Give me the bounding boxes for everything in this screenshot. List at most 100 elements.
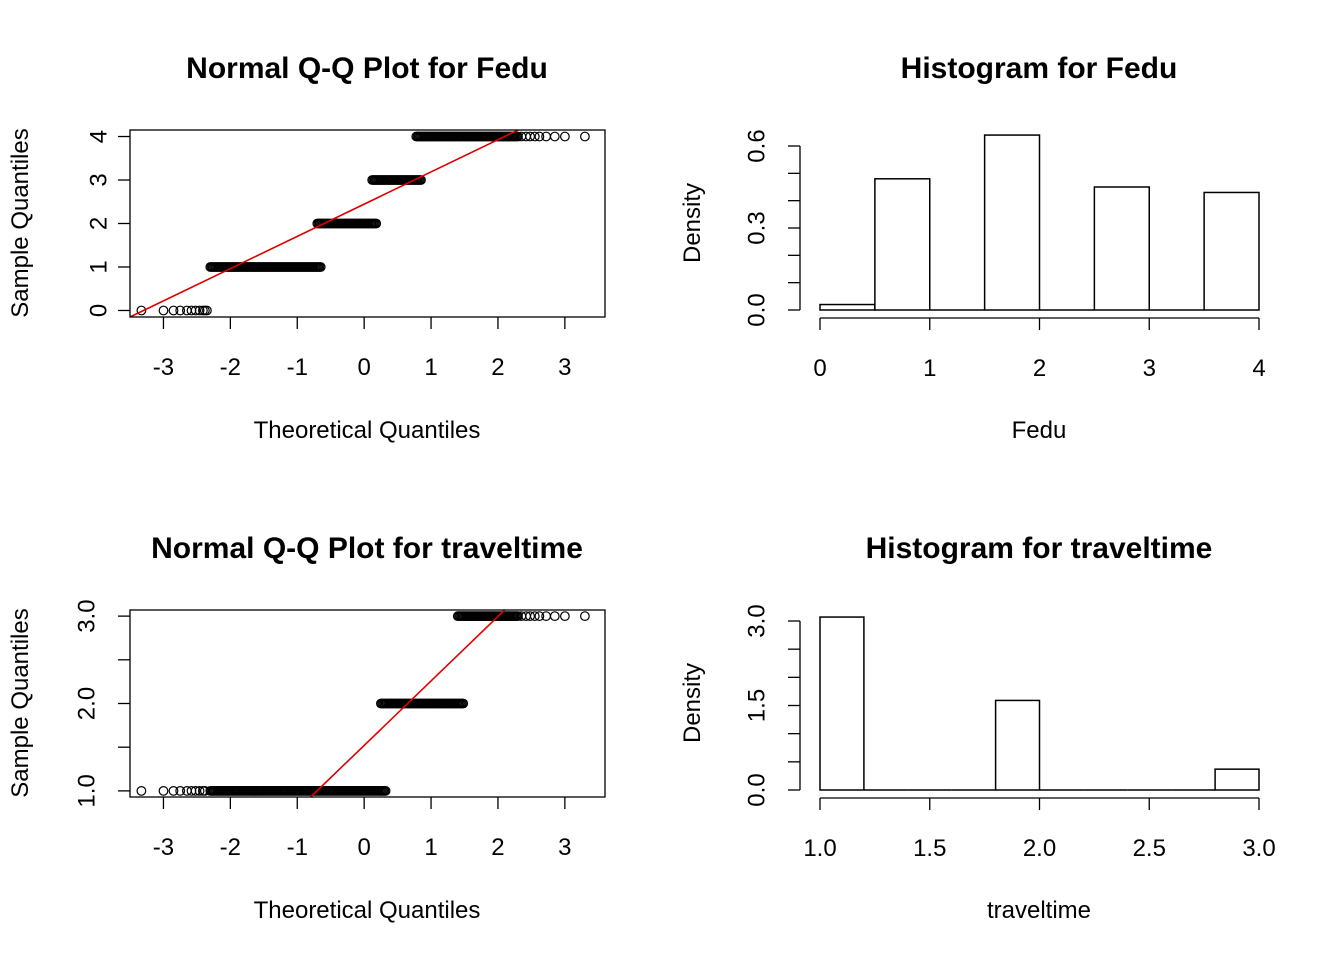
x-axis-label: Theoretical Quantiles bbox=[254, 897, 481, 924]
qq-point bbox=[525, 611, 535, 621]
y-tick-label: 0.0 bbox=[743, 293, 770, 326]
histogram-bar bbox=[1093, 186, 1150, 311]
qq-point bbox=[175, 786, 186, 796]
qq-point bbox=[580, 131, 590, 142]
y-tick-label: 2 bbox=[85, 217, 112, 230]
qq-point bbox=[580, 611, 590, 621]
qq-point bbox=[534, 611, 545, 621]
x-tick-label: 0 bbox=[357, 354, 370, 381]
qq-point bbox=[525, 131, 535, 142]
x-tick-label: -2 bbox=[220, 354, 241, 381]
x-tick-label: 3.0 bbox=[1242, 835, 1275, 862]
y-tick-label: 1.5 bbox=[743, 689, 770, 722]
qq-point bbox=[534, 131, 545, 142]
qq-point bbox=[199, 305, 210, 316]
y-axis-label: Sample Quantiles bbox=[7, 128, 34, 317]
histogram-traveltime: Histogram for traveltime traveltime Dens… bbox=[679, 532, 1276, 924]
x-tick-label: 3 bbox=[558, 834, 571, 861]
x-tick-label: 2 bbox=[491, 834, 504, 861]
y-tick-label: 2.0 bbox=[73, 687, 100, 720]
qq-reference-line bbox=[310, 609, 506, 798]
x-tick-label: -3 bbox=[153, 834, 174, 861]
qq-point bbox=[168, 786, 179, 796]
y-tick-label: 1.0 bbox=[73, 774, 100, 807]
x-tick-label: 2.0 bbox=[1023, 835, 1056, 862]
histogram-bar bbox=[819, 303, 876, 311]
qq-point bbox=[549, 131, 560, 142]
qq-point bbox=[190, 786, 201, 796]
x-tick-label: 1.5 bbox=[913, 835, 946, 862]
x-tick-label: -1 bbox=[287, 834, 308, 861]
x-axis-label: Theoretical Quantiles bbox=[254, 417, 481, 444]
qq-point bbox=[158, 305, 169, 316]
qq-point bbox=[136, 305, 147, 316]
x-tick-label: 1 bbox=[923, 355, 936, 382]
x-tick-label: 3 bbox=[1143, 355, 1156, 382]
y-tick-label: 3 bbox=[85, 173, 112, 186]
y-tick-label: 3.0 bbox=[73, 599, 100, 632]
x-tick-label: -2 bbox=[220, 834, 241, 861]
x-tick-label: 0 bbox=[813, 355, 826, 382]
qq-point bbox=[175, 305, 186, 316]
histogram-bar bbox=[874, 178, 931, 311]
qq-reference-line bbox=[129, 129, 519, 318]
histogram-fedu: Histogram for Fedu Fedu Density 0 1 2 3 4 0.0… bbox=[679, 52, 1266, 444]
y-tick-label: 0.0 bbox=[743, 773, 770, 806]
x-axis-label: traveltime bbox=[987, 897, 1091, 924]
x-tick-label: -1 bbox=[287, 354, 308, 381]
x-tick-label: 1.0 bbox=[803, 835, 836, 862]
qq-point bbox=[416, 175, 426, 185]
histogram-bar bbox=[994, 699, 1041, 791]
panel-title: Normal Q-Q Plot for traveltime bbox=[151, 532, 583, 565]
x-tick-label: 0 bbox=[357, 834, 370, 861]
plot-marks: 0 1 2 3 4 0.0 0.3 0.6 bbox=[743, 129, 1265, 382]
qq-plot-traveltime: Normal Q-Q Plot for traveltime Theoretic… bbox=[7, 532, 606, 924]
qq-point bbox=[560, 611, 570, 621]
plot-marks: -3 -2 -1 0 1 2 3 1.0 2.0 3.0 bbox=[73, 599, 606, 861]
qq-point bbox=[168, 305, 179, 316]
x-tick-label: 1 bbox=[424, 834, 437, 861]
qq-point bbox=[371, 218, 382, 229]
qq-point bbox=[529, 611, 540, 621]
panel-title: Normal Q-Q Plot for Fedu bbox=[186, 52, 548, 85]
qq-point bbox=[194, 786, 205, 796]
x-axis-label: Fedu bbox=[1012, 417, 1067, 444]
y-axis-label: Density bbox=[679, 183, 706, 263]
histogram-bar bbox=[1203, 191, 1260, 311]
x-tick-label: 2.5 bbox=[1133, 835, 1166, 862]
y-tick-label: 0.6 bbox=[743, 129, 770, 162]
y-axis-label: Density bbox=[679, 663, 706, 743]
panel-title: Histogram for Fedu bbox=[901, 52, 1178, 85]
qq-point bbox=[549, 611, 560, 621]
qq-point bbox=[458, 698, 469, 709]
y-tick-label: 3.0 bbox=[743, 604, 770, 637]
y-tick-label: 0 bbox=[85, 304, 112, 317]
qq-point bbox=[136, 786, 147, 796]
qq-points bbox=[136, 131, 590, 316]
qq-point bbox=[190, 305, 201, 316]
y-tick-label: 1 bbox=[85, 260, 112, 273]
x-tick-label: 1 bbox=[424, 354, 437, 381]
panel-title: Histogram for traveltime bbox=[866, 532, 1213, 565]
x-tick-label: -3 bbox=[153, 354, 174, 381]
plot-marks: 1.0 1.5 2.0 2.5 3.0 0.0 1.5 3.0 bbox=[743, 604, 1275, 862]
x-tick-label: 3 bbox=[558, 354, 571, 381]
qq-point bbox=[315, 262, 326, 272]
qq-point bbox=[380, 786, 391, 796]
histogram-bar bbox=[983, 134, 1041, 311]
plot-marks: -3 -2 -1 0 1 2 3 0 1 2 3 4 bbox=[85, 129, 606, 381]
qq-point bbox=[158, 786, 169, 796]
x-tick-label: 2 bbox=[491, 354, 504, 381]
x-tick-label: 4 bbox=[1252, 355, 1265, 382]
histogram-bar bbox=[1214, 768, 1260, 791]
qq-point bbox=[560, 131, 570, 142]
x-tick-label: 2 bbox=[1033, 355, 1046, 382]
histogram-bar bbox=[819, 616, 865, 791]
qq-plot-fedu: Normal Q-Q Plot for Fedu Theoretical Qua… bbox=[7, 52, 606, 444]
qq-point bbox=[529, 131, 540, 142]
qq-point bbox=[199, 786, 210, 796]
qq-point bbox=[194, 305, 205, 316]
y-axis-label: Sample Quantiles bbox=[7, 608, 34, 797]
